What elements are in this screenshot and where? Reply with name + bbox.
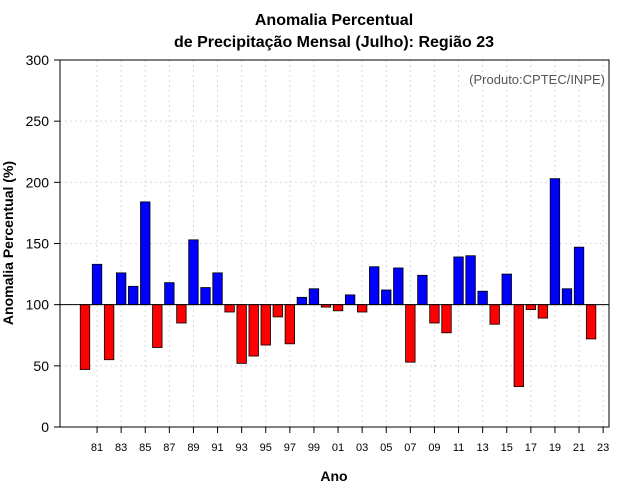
bar-1999	[308, 288, 320, 306]
x-tick-label: 83	[115, 442, 127, 454]
bar-1998	[296, 296, 308, 306]
bar-2022	[585, 304, 597, 340]
bar-2001	[332, 304, 344, 312]
bar-1988	[176, 304, 187, 324]
bar-2016	[513, 304, 524, 388]
bar-1990	[200, 287, 211, 306]
bar-1986	[152, 304, 163, 348]
bar-2008	[417, 274, 428, 306]
bar-2015	[501, 273, 512, 306]
x-tick-label: 87	[163, 442, 175, 454]
y-tick-label: 250	[26, 113, 50, 129]
bar-1994	[248, 304, 259, 357]
bar-2006	[393, 267, 404, 306]
bar-2009	[429, 304, 440, 324]
bar-2012	[465, 255, 476, 306]
y-tick-label: 200	[26, 174, 50, 190]
x-tick-label: 93	[236, 442, 248, 454]
chart-title-line-1: Anomalia Percentual	[255, 12, 413, 29]
y-tick-label: 50	[33, 358, 49, 374]
bar-1981	[91, 263, 103, 306]
bar-1983	[116, 272, 127, 306]
bar-1996	[272, 304, 283, 318]
chart-title-line-2: de Precipitação Mensal (Julho): Região 2…	[174, 34, 494, 51]
y-tick-label: 100	[26, 297, 50, 313]
bar-1993	[236, 304, 247, 364]
bar-2011	[453, 256, 464, 306]
x-tick-label: 21	[573, 442, 585, 454]
bar-2013	[477, 290, 488, 306]
bar-2007	[405, 304, 416, 363]
bar-2010	[441, 304, 452, 334]
y-tick-label: 0	[41, 419, 49, 435]
x-tick-label: 19	[549, 442, 561, 454]
bar-1985	[140, 201, 151, 306]
bar-2014	[489, 304, 500, 325]
credit-label: (Produto:CPTEC/INPE)	[469, 72, 605, 87]
bar-2005	[381, 289, 392, 306]
y-tick-label: 300	[26, 52, 50, 68]
x-tick-label: 91	[211, 442, 223, 454]
bar-2003	[356, 304, 368, 313]
x-axis: 81 83 85 87 89 91 93 95 97 99 01 03 05 07 09 11 13 15 17 19…	[91, 427, 609, 454]
bar-2018	[537, 304, 549, 319]
x-tick-label: 17	[525, 442, 537, 454]
x-tick-label: 07	[404, 442, 416, 454]
y-tick-label: 150	[26, 236, 50, 252]
x-tick-label: 95	[260, 442, 272, 454]
x-tick-label: 05	[380, 442, 392, 454]
x-tick-label: 23	[597, 442, 609, 454]
bar-1995	[260, 304, 271, 346]
bar-2020	[561, 288, 573, 306]
bar-1987	[164, 282, 175, 306]
bar-2017	[525, 304, 536, 310]
x-tick-label: 09	[428, 442, 440, 454]
x-tick-label: 99	[308, 442, 320, 454]
bar-1980	[79, 304, 91, 370]
bar-1992	[224, 304, 235, 313]
bar-1989	[188, 239, 199, 306]
y-axis: 0 50 100 150 200 250 300	[26, 52, 60, 435]
x-tick-label: 03	[356, 442, 368, 454]
grid	[60, 60, 609, 427]
bar-2021	[573, 246, 585, 306]
x-tick-label: 97	[284, 442, 296, 454]
x-tick-label: 85	[139, 442, 151, 454]
bar-1997	[284, 304, 296, 345]
bar-1982	[103, 304, 115, 361]
bar-1984	[128, 285, 139, 306]
bar-1991	[212, 272, 223, 306]
bar-2019	[549, 178, 561, 306]
x-axis-label: Ano	[320, 468, 347, 484]
x-tick-label: 13	[477, 442, 489, 454]
x-tick-label: 11	[453, 442, 464, 454]
bar-2002	[344, 294, 356, 306]
y-axis-label: Anomalia Percentual (%)	[0, 161, 16, 325]
bar-2004	[369, 266, 380, 306]
x-tick-label: 81	[91, 442, 103, 454]
x-tick-label: 01	[332, 442, 344, 454]
x-tick-label: 15	[501, 442, 513, 454]
x-tick-label: 89	[187, 442, 199, 454]
